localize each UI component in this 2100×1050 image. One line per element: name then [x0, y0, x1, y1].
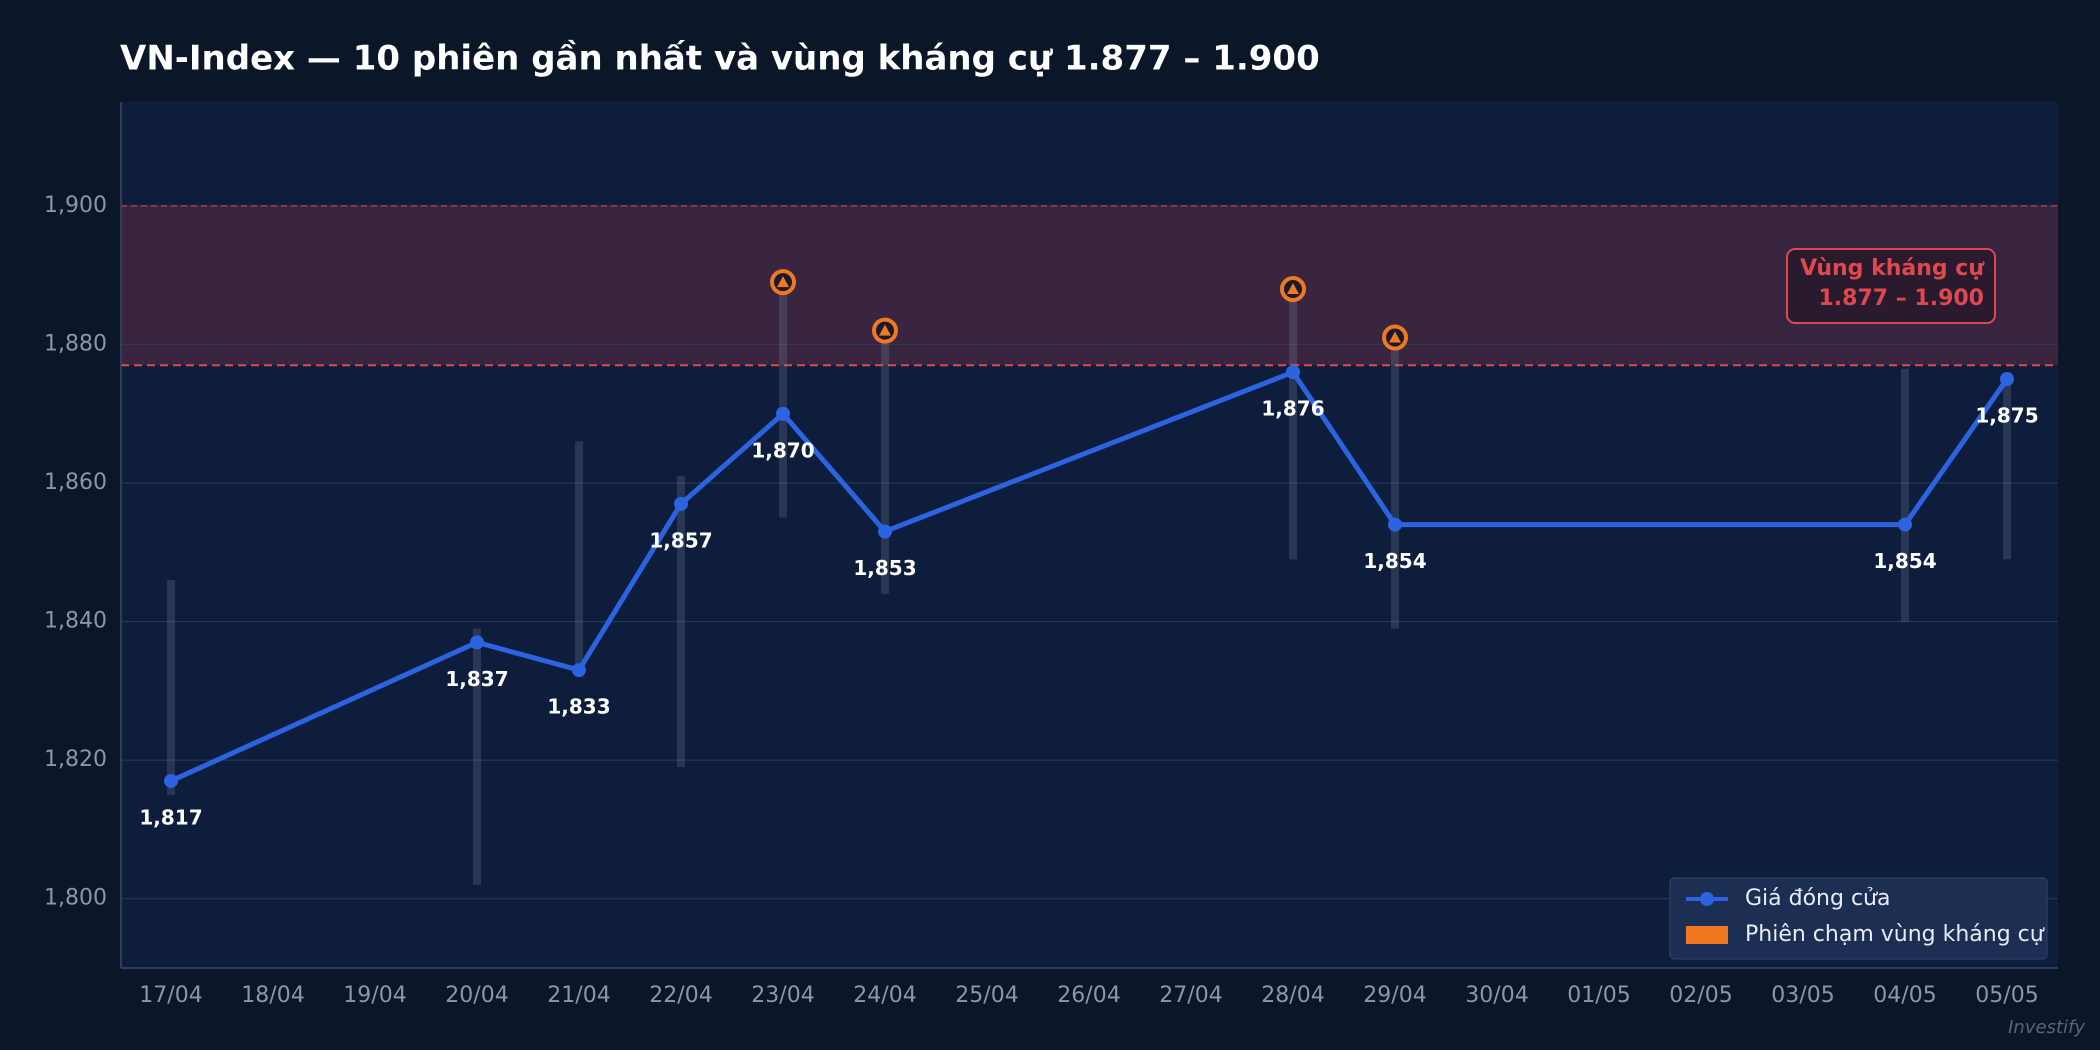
value-label: 1,833 — [547, 695, 610, 719]
x-tick-label: 22/04 — [649, 983, 712, 1008]
value-label: 1,875 — [1975, 404, 2038, 428]
x-tick-label: 17/04 — [139, 983, 202, 1008]
x-tick-label: 18/04 — [241, 983, 304, 1008]
x-tick-label: 19/04 — [343, 983, 406, 1008]
x-tick-label: 24/04 — [853, 983, 916, 1008]
y-tick-label: 1,800 — [44, 886, 107, 911]
value-label: 1,870 — [751, 438, 814, 462]
legend-dot — [1700, 892, 1714, 906]
close-point — [572, 663, 586, 678]
close-point — [1388, 517, 1402, 532]
value-label: 1,837 — [445, 667, 508, 691]
value-label: 1,876 — [1261, 397, 1324, 421]
value-label: 1,853 — [853, 556, 916, 580]
x-tick-label: 26/04 — [1057, 983, 1120, 1008]
value-label: 1,854 — [1873, 549, 1936, 573]
y-tick-label: 1,860 — [44, 470, 107, 495]
x-tick-label: 01/05 — [1567, 983, 1630, 1008]
chart-title: VN-Index — 10 phiên gần nhất và vùng khá… — [120, 39, 1320, 79]
close-point — [2000, 372, 2014, 387]
close-point — [878, 524, 892, 539]
touch-marker — [872, 317, 898, 344]
x-tick-label: 28/04 — [1261, 983, 1324, 1008]
x-tick-label: 02/05 — [1669, 983, 1732, 1008]
y-tick-label: 1,820 — [44, 747, 107, 772]
value-label: 1,857 — [649, 528, 712, 552]
value-label: 1,817 — [139, 805, 202, 829]
legend-label: Phiên chạm vùng kháng cự — [1745, 922, 2045, 947]
annotation-box — [1786, 248, 1996, 324]
x-tick-label: 27/04 — [1159, 983, 1222, 1008]
close-point — [674, 496, 688, 511]
x-tick-label: 04/05 — [1873, 983, 1936, 1008]
y-tick-label: 1,900 — [44, 193, 107, 218]
legend-swatch — [1686, 926, 1728, 944]
touch-marker-arrow — [879, 324, 891, 336]
legend-box — [1669, 877, 2048, 960]
x-tick-label: 20/04 — [445, 983, 508, 1008]
watermark: Investify — [2008, 1017, 2085, 1038]
x-tick-label: 29/04 — [1363, 983, 1426, 1008]
touch-marker-arrow — [1389, 331, 1401, 343]
annotation-range: 1.877 – 1.900 — [1819, 286, 1985, 311]
close-point — [164, 773, 178, 788]
touch-marker-arrow — [777, 276, 789, 288]
x-tick-label: 21/04 — [547, 983, 610, 1008]
y-tick-label: 1,880 — [44, 331, 107, 356]
close-point — [1898, 517, 1912, 532]
legend-label: Giá đóng cửa — [1745, 886, 1890, 911]
x-tick-label: 30/04 — [1465, 983, 1528, 1008]
x-tick-label: 03/05 — [1771, 983, 1834, 1008]
zone-annotation: Vùng kháng cự 1.877 – 1.900 — [1786, 248, 1996, 324]
touch-marker-arrow — [1287, 283, 1299, 295]
annotation-title: Vùng kháng cự — [1800, 256, 1985, 281]
plot-area — [121, 102, 2058, 968]
close-point — [1286, 365, 1300, 380]
x-tick-label: 25/04 — [955, 983, 1018, 1008]
touch-marker — [1382, 324, 1408, 351]
touch-marker — [770, 269, 796, 296]
y-tick-label: 1,840 — [44, 609, 107, 634]
touch-marker — [1280, 276, 1306, 303]
close-point — [470, 635, 484, 650]
resistance-zone — [121, 205, 2058, 366]
close-line — [169, 369, 2010, 784]
x-tick-label: 05/05 — [1975, 983, 2038, 1008]
x-tick-label: 23/04 — [751, 983, 814, 1008]
value-label: 1,854 — [1363, 549, 1426, 573]
legend: Giá đóng cửa Phiên chạm vùng kháng cự — [1669, 877, 2048, 960]
close-point — [776, 406, 790, 421]
